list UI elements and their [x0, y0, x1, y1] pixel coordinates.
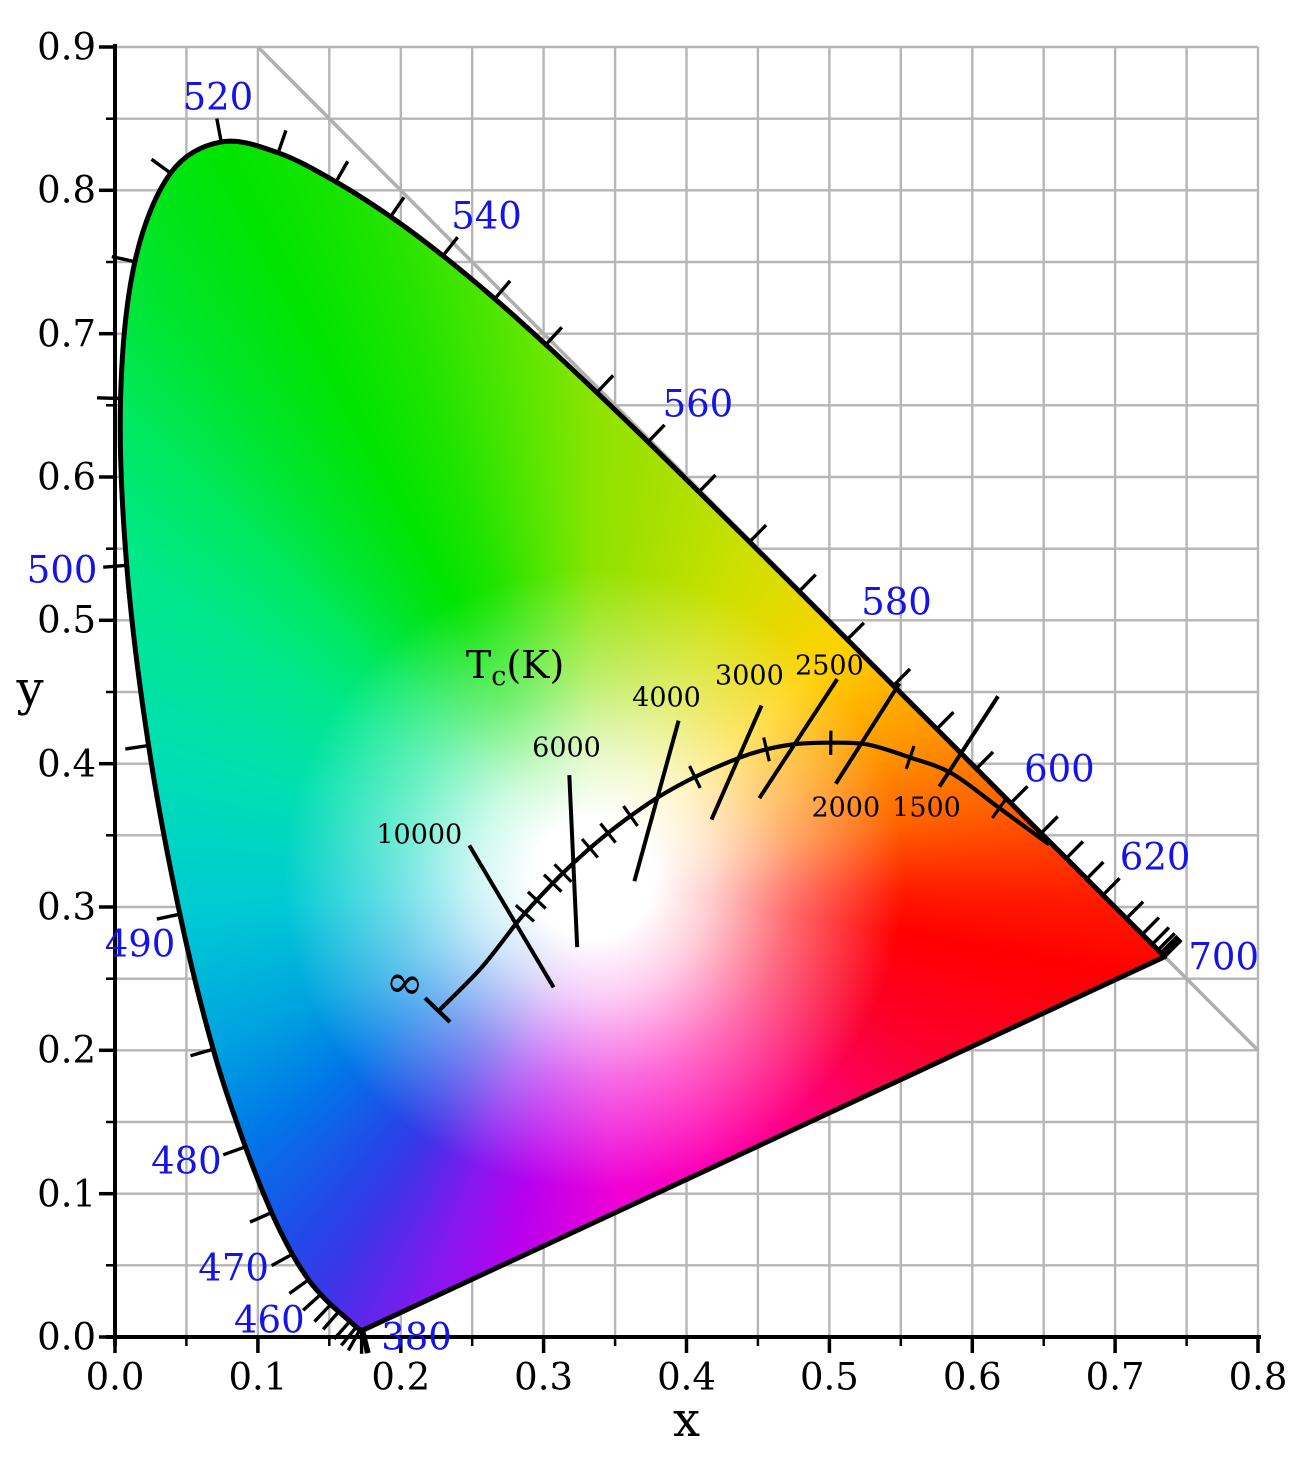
x-tick-label-0.7: 0.7	[1085, 1355, 1145, 1399]
temperature-label-1500: 1500	[892, 792, 961, 824]
x-tick-label-0.1: 0.1	[228, 1355, 288, 1399]
wavelength-label-520: 520	[182, 75, 254, 119]
wavelength-label-460: 460	[233, 1298, 305, 1342]
y-tick-label-0.2: 0.2	[37, 1028, 96, 1072]
wavelength-label-490: 490	[104, 922, 176, 966]
y-tick-label-0.4: 0.4	[37, 742, 96, 786]
x-tick-label-0.0: 0.0	[85, 1355, 145, 1399]
wavelength-label-540: 540	[451, 194, 522, 238]
wavelength-ticks	[96, 118, 1183, 1354]
axis-ticks	[99, 45, 1260, 1353]
planckian-locus	[438, 740, 1050, 1011]
isotherm-lines	[467, 678, 1000, 989]
wavelength-label-480: 480	[151, 1139, 222, 1183]
infinity-cap	[423, 996, 452, 1024]
tc-suffix: (K)	[506, 642, 565, 687]
y-tick-label-0.1: 0.1	[37, 1172, 96, 1216]
temperature-label-2000: 2000	[811, 792, 881, 824]
tc-main: T	[465, 642, 492, 687]
wavelength-label-580: 580	[861, 580, 932, 624]
y-axis-title: y	[16, 661, 44, 718]
wavelength-label-620: 620	[1119, 835, 1191, 879]
tc-sub: c	[491, 660, 507, 692]
x-axis-title: x	[672, 1392, 701, 1449]
y-tick-label-0.0: 0.0	[37, 1315, 96, 1359]
wavelength-label-600: 600	[1024, 747, 1095, 791]
y-tick-label-0.3: 0.3	[37, 885, 96, 929]
spectral-locus-outline	[117, 138, 1168, 1333]
temperature-ticks	[514, 730, 1008, 923]
temperature-label-3000: 3000	[715, 660, 784, 692]
y-tick-label-0.8: 0.8	[37, 168, 96, 212]
y-tick-label-0.5: 0.5	[37, 598, 96, 642]
temperature-label-6000: 6000	[532, 732, 601, 764]
y-tick-label-0.7: 0.7	[37, 312, 96, 356]
color-temperature-legend: Tc(K)	[466, 646, 565, 690]
temperature-label-4000: 4000	[632, 682, 701, 714]
temperature-label-2500: 2500	[795, 650, 864, 682]
infinity-label: ∞	[382, 952, 428, 1011]
wavelength-label-380: 380	[381, 1315, 452, 1359]
wavelength-label-470: 470	[198, 1246, 269, 1290]
x-tick-label-0.6: 0.6	[942, 1355, 1002, 1399]
x-tick-label-0.3: 0.3	[514, 1355, 574, 1399]
temperature-label-10000: 10000	[376, 819, 463, 851]
x-tick-label-0.2: 0.2	[371, 1355, 431, 1399]
x-tick-label-0.5: 0.5	[799, 1355, 859, 1399]
wavelength-label-700: 700	[1188, 935, 1259, 979]
y-tick-label-0.9: 0.9	[37, 25, 96, 69]
wavelength-label-500: 500	[26, 548, 98, 592]
x-tick-label-0.8: 0.8	[1228, 1355, 1288, 1399]
x-tick-label-0.4: 0.4	[657, 1355, 716, 1399]
y-tick-label-0.6: 0.6	[37, 455, 96, 499]
wavelength-label-560: 560	[662, 382, 734, 426]
